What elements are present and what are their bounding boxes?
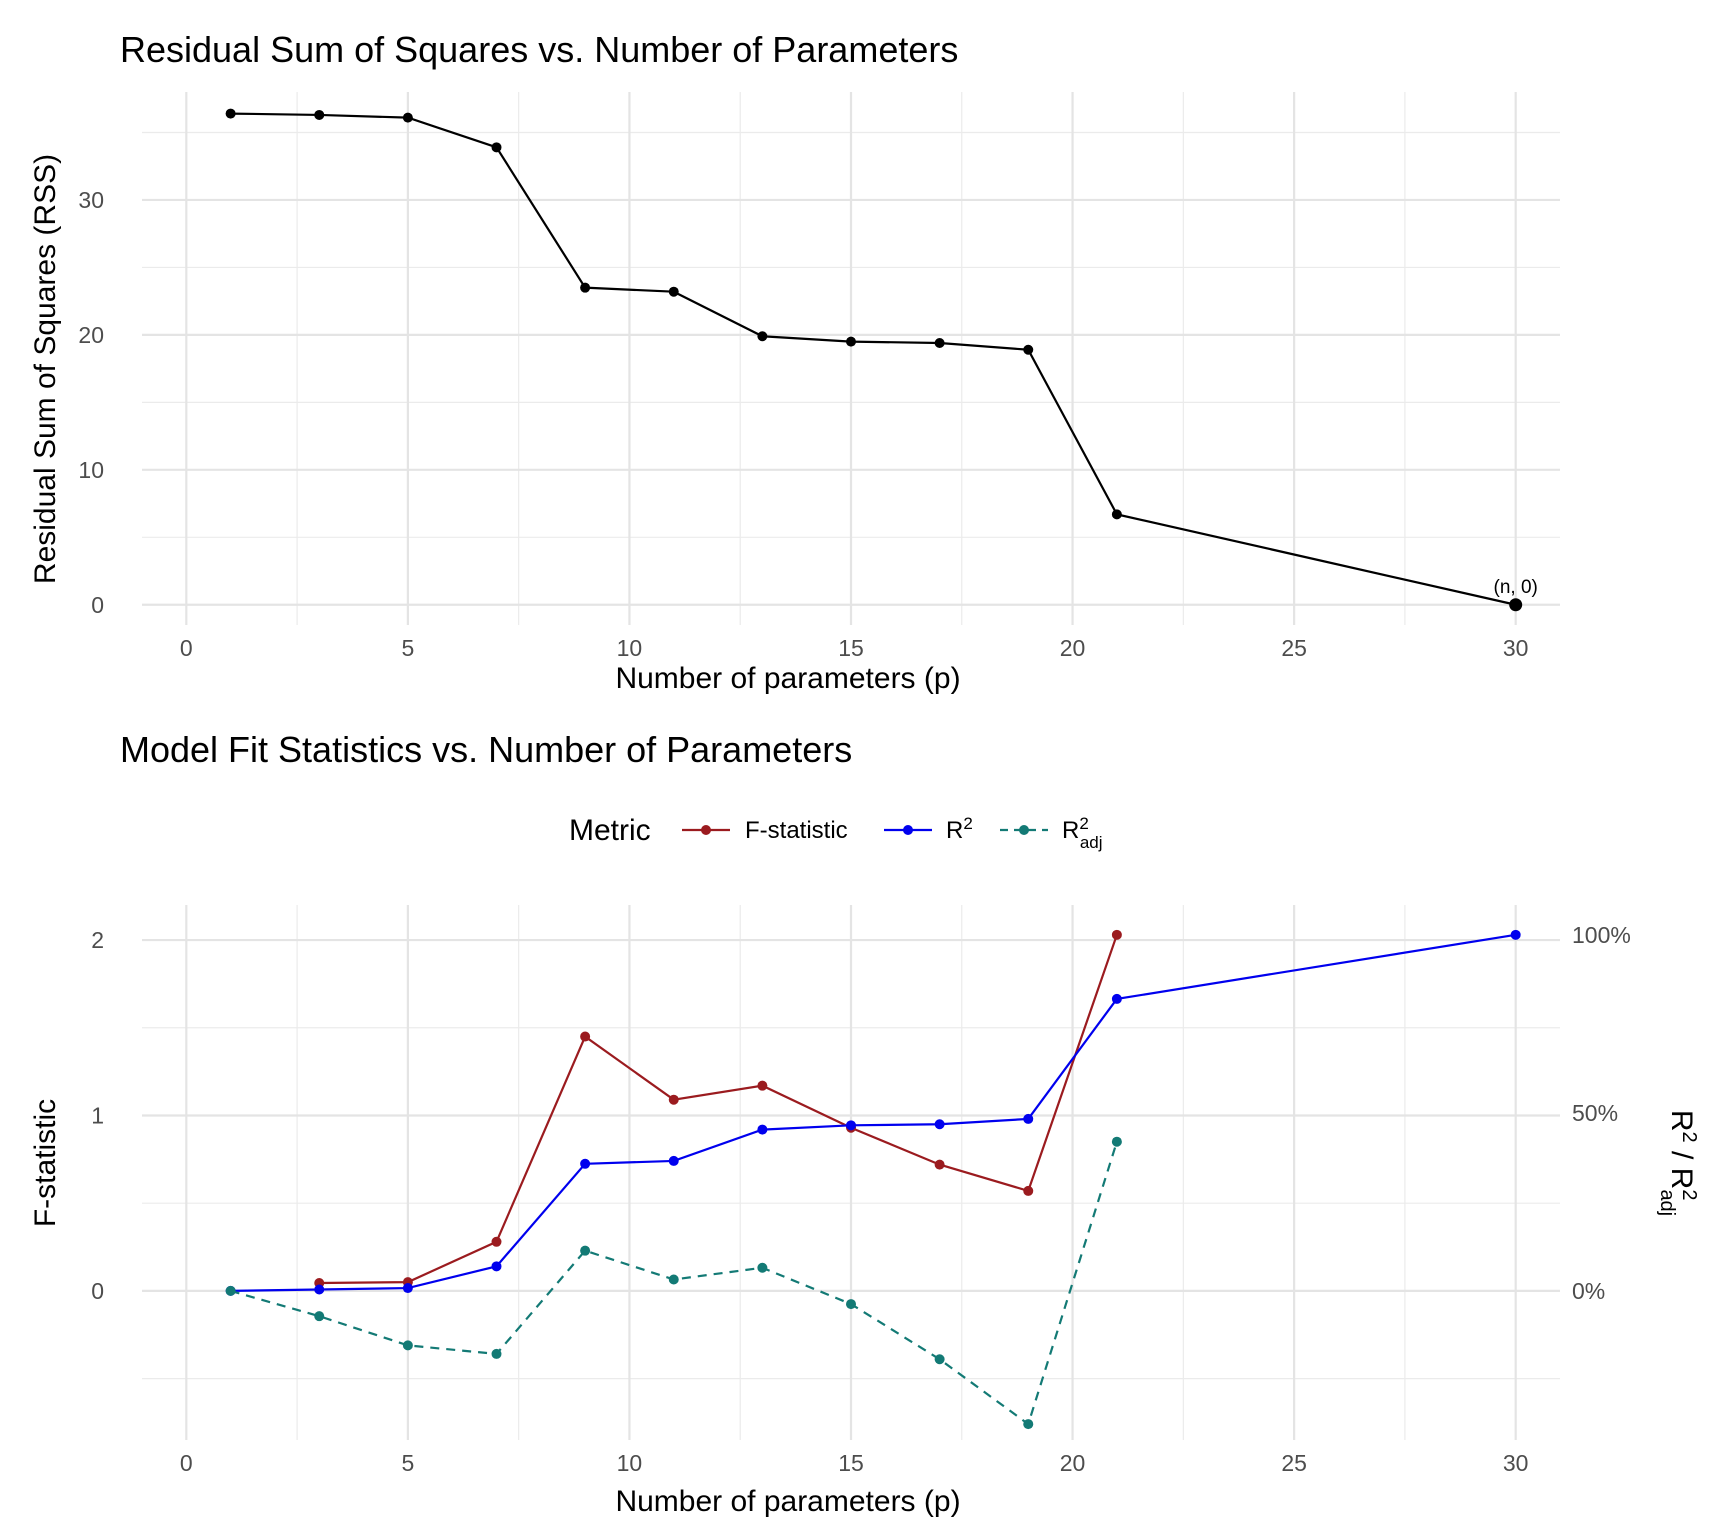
fit-stats-x-tick-label: 15 <box>838 1450 864 1476</box>
fit-stats-line-r2 <box>230 933 1516 1293</box>
fit-stats-x-axis-title: Number of parameters (p) <box>615 1485 960 1518</box>
legend-title: Metric <box>569 814 651 847</box>
fit-stats-right-axis-title: R2 / R2adj <box>1656 1110 1700 1216</box>
rss-ticks: 0 5 10 15 20 25 30 0 10 20 30 <box>78 187 1528 661</box>
rss-point <box>668 286 679 297</box>
fit-stats-point-r2-adj <box>934 1354 945 1365</box>
rss-x-tick-label: 15 <box>838 635 864 661</box>
fit-stats-point-f-statistic <box>1023 1185 1034 1196</box>
rss-chart: Residual Sum of Squares vs. Number of Pa… <box>29 29 1560 695</box>
fit-stats-chart-title: Model Fit Statistics vs. Number of Param… <box>120 729 852 770</box>
fit-stats-right-tick-label: 50% <box>1572 1100 1618 1126</box>
fit-stats-point-f-statistic <box>934 1159 945 1170</box>
rss-x-tick-label: 5 <box>401 635 414 661</box>
fit-stats-point-r2-adj <box>314 1311 325 1322</box>
fit-stats-point-r2-adj <box>846 1299 856 1310</box>
rss-line <box>230 112 1516 606</box>
legend-label: R2 adj <box>1062 814 1103 852</box>
fit-stats-point-f-statistic <box>580 1031 591 1042</box>
fit-stats-point-r2-adj <box>668 1274 679 1285</box>
fit-stats-ticks: 0 5 10 15 20 25 30 0 1 2 0% 50% 100% <box>91 922 1631 1476</box>
legend-label: F-statistic <box>745 817 848 844</box>
fit-stats-point-r2 <box>580 1158 591 1169</box>
fit-stats-point-r2 <box>1023 1113 1034 1124</box>
fit-stats-point-f-statistic <box>668 1094 679 1105</box>
fit-stats-point-r2-adj <box>402 1340 413 1351</box>
fit-stats-x-tick-label: 25 <box>1281 1450 1307 1476</box>
rss-x-tick-label: 10 <box>617 635 643 661</box>
rss-x-tick-label: 25 <box>1281 635 1307 661</box>
rss-y-tick-label: 10 <box>78 457 104 483</box>
fit-stats-point-r2-adj <box>1111 1136 1122 1147</box>
fit-stats-right-axis-label: R2 / R2adj <box>1656 1110 1700 1216</box>
rss-point <box>402 112 413 123</box>
rss-y-axis-title: Residual Sum of Squares (RSS) <box>29 154 62 584</box>
legend-label: R2 <box>946 814 973 845</box>
fit-stats-point-r2 <box>934 1119 945 1130</box>
rss-point <box>580 282 591 293</box>
fit-stats-point-f-statistic <box>1111 929 1122 940</box>
fit-stats-left-tick-label: 0 <box>91 1278 104 1304</box>
fit-stats-x-tick-label: 20 <box>1060 1450 1086 1476</box>
fit-stats-point-f-statistic <box>757 1080 768 1091</box>
fit-stats-point-r2-adj <box>757 1262 768 1273</box>
rss-series: (n, 0) <box>225 108 1538 612</box>
fit-stats-point-r2 <box>1510 929 1521 940</box>
fit-stats-x-tick-label: 10 <box>617 1450 643 1476</box>
fit-stats-chart: Model Fit Statistics vs. Number of Param… <box>29 729 1700 1518</box>
fit-stats-grid <box>142 905 1560 1440</box>
rss-annotation: (n, 0) <box>1494 577 1538 598</box>
fit-stats-point-r2-adj <box>1023 1419 1034 1430</box>
fit-stats-point-r2-adj <box>491 1348 502 1359</box>
fit-stats-point-r2 <box>402 1283 413 1294</box>
rss-point <box>314 109 325 120</box>
fit-stats-x-tick-label: 5 <box>401 1450 414 1476</box>
fit-stats-x-tick-label: 0 <box>180 1450 193 1476</box>
rss-x-tick-label: 20 <box>1060 635 1086 661</box>
fit-stats-series <box>225 929 1521 1430</box>
fit-stats-point-r2 <box>314 1284 325 1295</box>
rss-point <box>934 337 945 348</box>
fit-stats-point-r2 <box>846 1120 856 1131</box>
fit-stats-left-tick-label: 1 <box>91 1102 104 1128</box>
legend-key-point <box>701 825 711 835</box>
rss-x-axis-title: Number of parameters (p) <box>615 662 960 695</box>
rss-x-tick-label: 30 <box>1503 635 1529 661</box>
fit-stats-left-tick-label: 2 <box>91 927 104 953</box>
rss-x-tick-label: 0 <box>180 635 193 661</box>
rss-y-tick-label: 0 <box>91 592 104 618</box>
rss-point <box>225 108 236 119</box>
rss-point <box>757 331 768 342</box>
legend-key-point <box>903 825 913 835</box>
fit-stats-line-f-statistic <box>319 934 1118 1285</box>
fit-stats-left-axis-title: F-statistic <box>29 1099 62 1227</box>
fit-stats-point-r2-adj <box>225 1285 236 1296</box>
fit-stats-point-r2 <box>757 1124 768 1135</box>
fit-stats-point-r2 <box>491 1261 502 1272</box>
rss-point <box>1509 598 1523 612</box>
rss-y-tick-label: 30 <box>78 187 104 213</box>
fit-stats-legend: Metric F-statistic R2 R2 adj <box>569 814 1103 852</box>
rss-point <box>1111 509 1122 520</box>
rss-point <box>846 336 856 347</box>
fit-stats-right-tick-label: 0% <box>1572 1278 1605 1304</box>
fit-stats-point-r2 <box>668 1155 679 1166</box>
rss-y-tick-label: 20 <box>78 322 104 348</box>
fit-stats-point-r2 <box>1111 993 1122 1004</box>
fit-stats-point-f-statistic <box>491 1236 502 1247</box>
fit-stats-point-r2-adj <box>580 1245 591 1256</box>
legend-key-point <box>1019 825 1029 835</box>
rss-grid <box>142 92 1560 625</box>
rss-point <box>1023 344 1034 355</box>
rss-chart-title: Residual Sum of Squares vs. Number of Pa… <box>120 29 958 70</box>
fit-stats-x-tick-label: 30 <box>1503 1450 1529 1476</box>
rss-point <box>491 142 502 153</box>
fit-stats-right-tick-label: 100% <box>1572 922 1631 948</box>
